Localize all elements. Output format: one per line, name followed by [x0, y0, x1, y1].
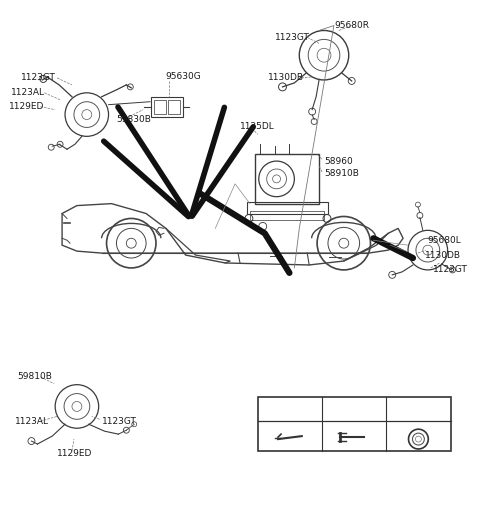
- Text: 58910B: 58910B: [324, 169, 359, 178]
- Bar: [255, 154, 319, 203]
- Text: 1130DB: 1130DB: [425, 251, 461, 259]
- Bar: [168, 100, 180, 113]
- Text: 1129ED: 1129ED: [57, 449, 93, 459]
- Bar: [151, 97, 183, 117]
- Text: 1130DB: 1130DB: [268, 73, 304, 83]
- Text: 95630G: 95630G: [166, 73, 202, 82]
- Text: 59810B: 59810B: [18, 372, 52, 381]
- Text: 1129ED: 1129ED: [9, 102, 44, 111]
- Text: 1123GT: 1123GT: [275, 33, 310, 42]
- Text: 95680L: 95680L: [428, 236, 462, 245]
- Text: 1125DB: 1125DB: [269, 403, 311, 413]
- Text: 1123AL: 1123AL: [11, 88, 45, 97]
- Text: 59830B: 59830B: [117, 115, 151, 124]
- Text: 58960: 58960: [324, 156, 353, 166]
- Text: 1125DL: 1125DL: [240, 122, 275, 131]
- Text: 1337AA: 1337AA: [397, 403, 439, 413]
- Bar: [258, 396, 451, 451]
- Bar: [250, 211, 324, 220]
- Bar: [247, 202, 328, 213]
- Text: 1123GU: 1123GU: [333, 403, 376, 413]
- Text: 1123GT: 1123GT: [21, 73, 56, 83]
- Text: 1123GT: 1123GT: [102, 417, 136, 426]
- Text: 95680R: 95680R: [334, 21, 369, 30]
- Text: 1123GT: 1123GT: [433, 265, 468, 275]
- Text: 1123AL: 1123AL: [14, 417, 48, 426]
- Bar: [154, 100, 166, 113]
